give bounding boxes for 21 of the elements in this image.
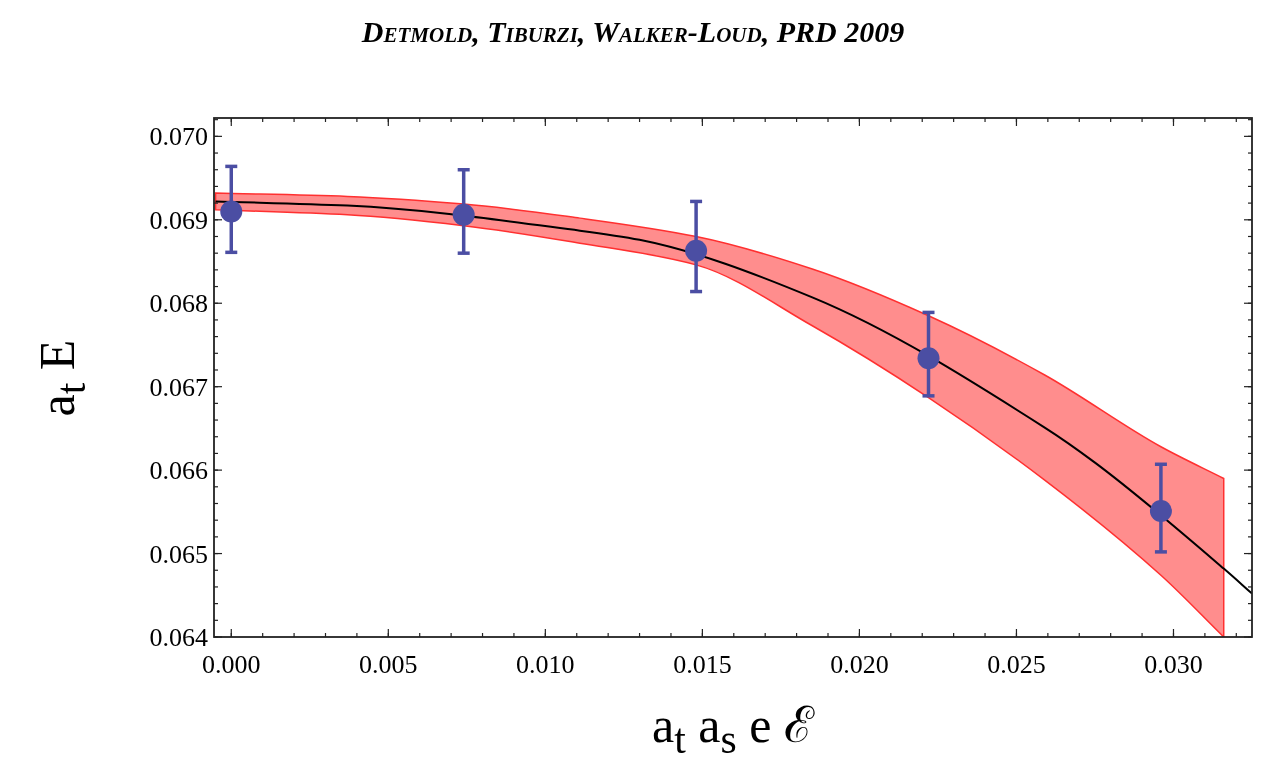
y-tick-label: 0.070 [149,122,208,152]
point [452,203,475,226]
point [917,347,940,370]
y-tick-label: 0.069 [149,205,208,235]
x-tick-label: 0.025 [987,650,1046,679]
x-tick-label: 0.030 [1144,650,1203,679]
x-tick-label: 0.020 [830,650,889,679]
y-tick-label: 0.068 [149,289,208,319]
point [685,239,708,262]
x-tick-label: 0.015 [673,650,732,679]
x-tick-label: 0.000 [202,650,261,679]
y-tick-label: 0.064 [149,623,208,652]
point [220,200,243,223]
x-tick-label: 0.005 [359,650,418,679]
y-tick-label: 0.065 [149,539,208,569]
y-tick-label: 0.066 [149,456,208,486]
x-axis-title: a$_{t}$ a$_{s}$ e ℰ [652,697,814,762]
y-tick-label: 0.067 [149,372,208,402]
chart-title: Detmold, Tiburzi, Walker-Loud, PRD 2009 [360,15,905,48]
point [1149,500,1172,523]
x-tick-label: 0.010 [516,650,575,679]
